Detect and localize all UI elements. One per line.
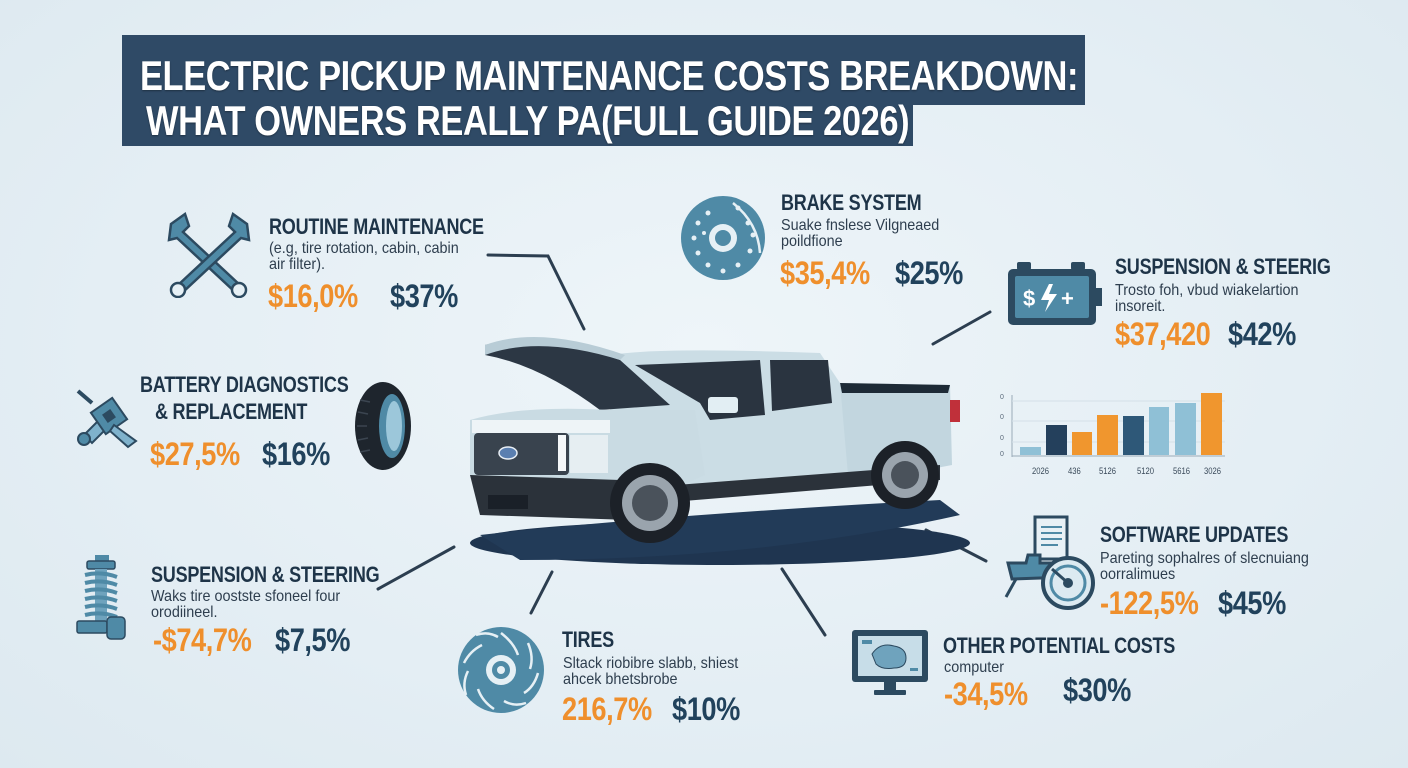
cost-trend-bar-chart: 0 0 0 0 <box>1000 385 1225 460</box>
software-value-orange: -122,5% <box>1100 585 1199 621</box>
diagnostic-tool-icon <box>76 389 138 449</box>
y-tick: 0 <box>1000 414 1004 421</box>
tires-desc-line2: ahcek bhetsbrobe <box>563 671 678 688</box>
routine-heading: ROUTINE MAINTENANCE <box>269 214 484 239</box>
software-value-dark: $45% <box>1218 585 1286 621</box>
brake-value-orange: $35,4% <box>780 255 870 291</box>
tires-value-dark: $10% <box>672 691 740 727</box>
routine-value-orange: $16,0% <box>268 278 358 314</box>
wrench-cross-icon <box>167 211 251 298</box>
electric-pickup-truck-illustration <box>470 337 970 565</box>
page-title-line1: ELECTRIC PICKUP MAINTENANCE COSTS BREAKD… <box>140 52 1079 99</box>
routine-desc-line2: air filter). <box>269 256 326 273</box>
x-tick: 5120 <box>1137 466 1155 476</box>
svg-text:+: + <box>1061 286 1074 311</box>
svg-text:$: $ <box>1023 286 1035 311</box>
other-desc-line1: computer <box>944 659 1005 676</box>
suspension-right-desc-line1: Trosto foh, vbud wiakelartion <box>1115 282 1299 299</box>
title-banner <box>122 35 1085 105</box>
brake-desc-line1: Suake fnslese Vilgneaed <box>781 217 940 234</box>
title-banner-lower <box>122 104 913 146</box>
suspension-left-value-dark: $7,5% <box>275 622 350 658</box>
software-desc-line1: Pareting sophalres of slecnuiang <box>1100 550 1309 567</box>
battery-heading-line2: & REPLACEMENT <box>155 399 308 424</box>
x-tick: 3026 <box>1204 466 1222 476</box>
software-update-icon <box>1004 515 1095 610</box>
page-title-line2: WHAT OWNERS REALLY PA(FULL GUIDE 2026) <box>146 97 910 144</box>
software-desc-line2: oorralimues <box>1100 566 1176 583</box>
tire-icon <box>355 382 411 470</box>
routine-desc-line1: (e.g, tire rotation, cabin, cabin <box>269 240 459 257</box>
suspension-left-value-orange: -$74,7% <box>153 622 252 658</box>
y-tick: 0 <box>1000 451 1004 458</box>
x-tick: 2026 <box>1032 466 1050 476</box>
x-tick: 436 <box>1068 466 1081 476</box>
battery-value-orange: $27,5% <box>150 436 240 472</box>
brake-value-dark: $25% <box>895 255 963 291</box>
suspension-right-value-dark: $42% <box>1228 316 1296 352</box>
suspension-right-desc-line2: insoreit. <box>1115 298 1166 315</box>
suspension-right-value-orange: $37,420 <box>1115 316 1211 352</box>
battery-value-dark: $16% <box>262 436 330 472</box>
tires-desc-line1: Sltack riobibre slabb, shiest <box>563 655 739 672</box>
brake-desc-line2: poildfione <box>781 233 843 250</box>
other-value-dark: $30% <box>1063 672 1131 708</box>
battery-heading-line1: BATTERY DIAGNOSTICS <box>140 372 349 397</box>
suspension-right-heading: SUSPENSION & STEERIG <box>1115 254 1331 279</box>
shock-absorber-icon <box>76 555 126 640</box>
x-tick: 5616 <box>1173 466 1191 476</box>
tires-heading: TIRES <box>562 627 614 652</box>
other-value-orange: -34,5% <box>944 676 1028 712</box>
turbine-wheel-icon <box>458 627 544 713</box>
software-heading: SOFTWARE UPDATES <box>1100 522 1289 547</box>
bar-chart-plot <box>1011 393 1225 457</box>
battery-icon: $ + <box>1008 262 1102 325</box>
suspension-left-heading: SUSPENSION & STEERING <box>151 562 380 587</box>
x-tick: 5126 <box>1099 466 1117 476</box>
brake-heading: BRAKE SYSTEM <box>781 190 922 215</box>
routine-value-dark: $37% <box>390 278 458 314</box>
other-heading: OTHER POTENTIAL COSTS <box>943 633 1176 658</box>
suspension-left-desc-line2: orodiineel. <box>151 604 218 621</box>
suspension-left-desc-line1: Waks tire oostste sfoneel four <box>151 588 341 605</box>
y-tick: 0 <box>1000 394 1004 401</box>
y-tick: 0 <box>1000 435 1004 442</box>
tires-value-orange: 216,7% <box>562 691 652 727</box>
brake-disc-icon <box>681 196 765 280</box>
computer-monitor-icon <box>852 630 928 695</box>
